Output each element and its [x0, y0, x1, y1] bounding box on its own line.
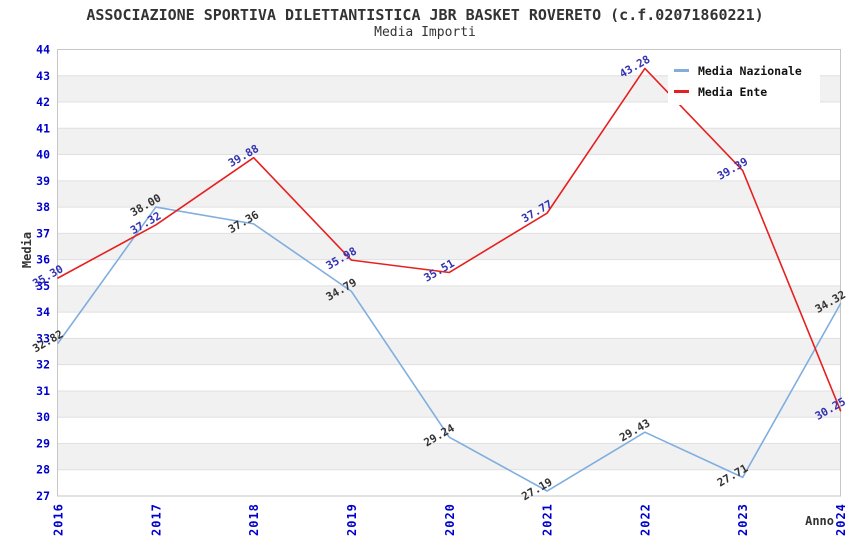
legend-item-media-ente: Media Ente	[674, 85, 820, 99]
ente-line-swatch-icon	[674, 90, 689, 93]
legend: Media Nazionale Media Ente	[668, 57, 820, 105]
y-tick-label: 41	[36, 121, 50, 135]
y-axis-title: Media	[20, 231, 34, 269]
plot-band	[57, 128, 841, 155]
y-tick-label: 28	[36, 463, 50, 477]
y-tick-label: 38	[36, 200, 50, 214]
data-label: 29.43	[617, 417, 652, 445]
y-tick-label: 39	[36, 174, 50, 188]
data-label: 35.51	[422, 257, 458, 285]
plot-band	[57, 338, 841, 365]
y-tick-label: 31	[36, 384, 50, 398]
y-tick-label: 44	[36, 43, 50, 57]
legend-label-media-nazionale: Media Nazionale	[698, 63, 802, 78]
y-tick-label: 35	[36, 279, 50, 293]
series-line-media-nazionale	[57, 206, 842, 492]
y-tick-label: 30	[36, 410, 50, 424]
chart-title: ASSOCIAZIONE SPORTIVA DILETTANTISTICA JB…	[86, 6, 764, 24]
y-tick-label: 29	[36, 436, 50, 450]
y-tick-label: 36	[36, 253, 50, 267]
y-tick-label: 42	[36, 95, 50, 109]
x-tick-label: 2021	[541, 503, 555, 536]
y-tick-label: 37	[36, 226, 50, 240]
x-tick-label: 2019	[345, 503, 359, 536]
x-axis-title: Anno	[805, 514, 834, 528]
x-tick-label: 2017	[149, 503, 163, 536]
x-tick-label: 2016	[52, 503, 66, 536]
y-tick-label: 32	[36, 358, 50, 372]
series-line-media-ente	[57, 67, 842, 412]
x-tick-label: 2018	[247, 503, 261, 536]
x-tick-label: 2023	[736, 503, 750, 536]
chart-subtitle: Media Importi	[374, 25, 476, 40]
plot-band	[57, 233, 841, 260]
x-tick-label: 2022	[638, 503, 652, 536]
y-tick-label: 27	[36, 489, 50, 503]
y-tick-label: 43	[36, 69, 50, 83]
plot-band	[57, 180, 841, 208]
legend-item-media-nazionale: Media Nazionale	[674, 64, 820, 78]
y-tick-label: 40	[36, 148, 50, 162]
nazionale-line-swatch-icon	[674, 69, 689, 72]
plot-band	[57, 390, 841, 418]
legend-label-media-ente: Media Ente	[698, 84, 768, 99]
plot-border	[57, 49, 841, 497]
x-tick-label: 2020	[443, 503, 457, 536]
plot-band	[57, 285, 841, 313]
plot-band	[57, 443, 841, 470]
y-tick-label: 34	[36, 305, 50, 319]
x-tick-label: 2024	[834, 503, 848, 536]
data-label: 37.36	[226, 208, 262, 236]
y-tick-label: 33	[36, 331, 50, 345]
